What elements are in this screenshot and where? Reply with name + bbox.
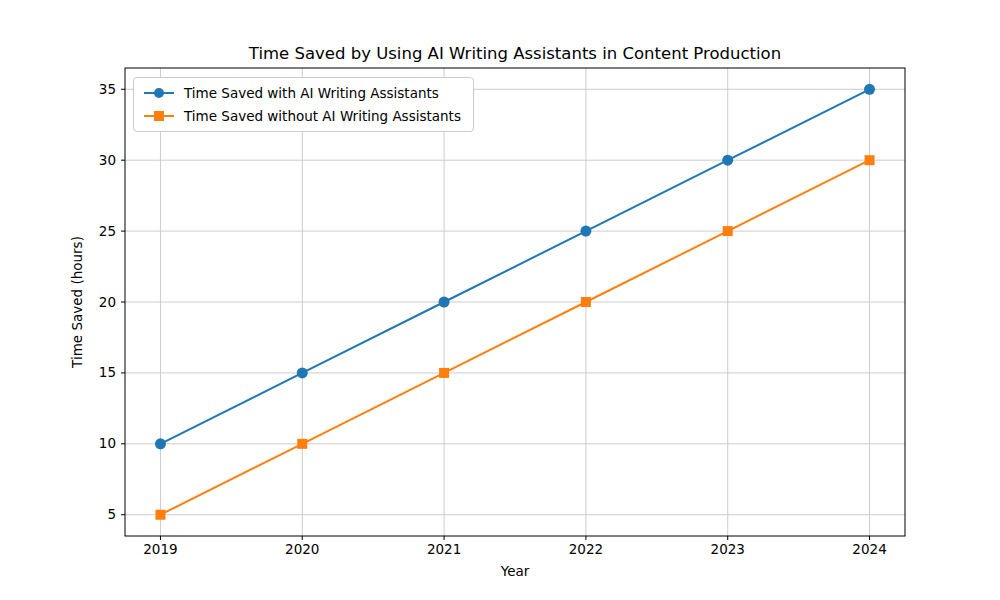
x-tick-label: 2023 [711, 541, 745, 557]
data-point-marker [865, 155, 875, 165]
legend: Time Saved with AI Writing Assistants Ti… [133, 77, 474, 132]
data-point-marker [864, 84, 875, 95]
y-axis-label: Time Saved (hours) [69, 236, 85, 368]
x-tick-label: 2022 [569, 541, 603, 557]
x-tick-label: 2021 [427, 541, 461, 557]
series-line-with-ai [160, 89, 869, 444]
series-line-without-ai [160, 160, 869, 515]
y-tick-label: 30 [99, 152, 116, 168]
y-tick-label: 20 [99, 294, 116, 310]
data-point-marker [439, 368, 449, 378]
data-point-marker [439, 297, 450, 308]
x-tick-label: 2019 [143, 541, 177, 557]
data-point-marker [297, 367, 308, 378]
line-square-marker-icon [143, 109, 175, 123]
data-point-marker [723, 226, 733, 236]
y-tick-label: 5 [107, 506, 116, 522]
x-tick-label: 2024 [852, 541, 886, 557]
data-point-marker [155, 438, 166, 449]
x-tick-label: 2020 [285, 541, 319, 557]
y-tick-label: 10 [99, 435, 116, 451]
data-point-marker [580, 226, 591, 237]
data-point-marker [297, 439, 307, 449]
y-tick-label: 25 [99, 223, 116, 239]
data-point-marker [581, 297, 591, 307]
legend-label-with-ai: Time Saved with AI Writing Assistants [184, 85, 439, 101]
y-tick-label: 15 [99, 364, 116, 380]
figure: Time Saved by Using AI Writing Assistant… [0, 0, 1000, 600]
legend-item-with-ai: Time Saved with AI Writing Assistants [143, 85, 461, 101]
line-circle-marker-icon [143, 86, 175, 100]
legend-item-without-ai: Time Saved without AI Writing Assistants [143, 108, 461, 124]
data-point-marker [722, 155, 733, 166]
x-axis-label: Year [125, 563, 905, 579]
data-point-marker [155, 510, 165, 520]
y-tick-label: 35 [99, 81, 116, 97]
legend-label-without-ai: Time Saved without AI Writing Assistants [184, 108, 461, 124]
